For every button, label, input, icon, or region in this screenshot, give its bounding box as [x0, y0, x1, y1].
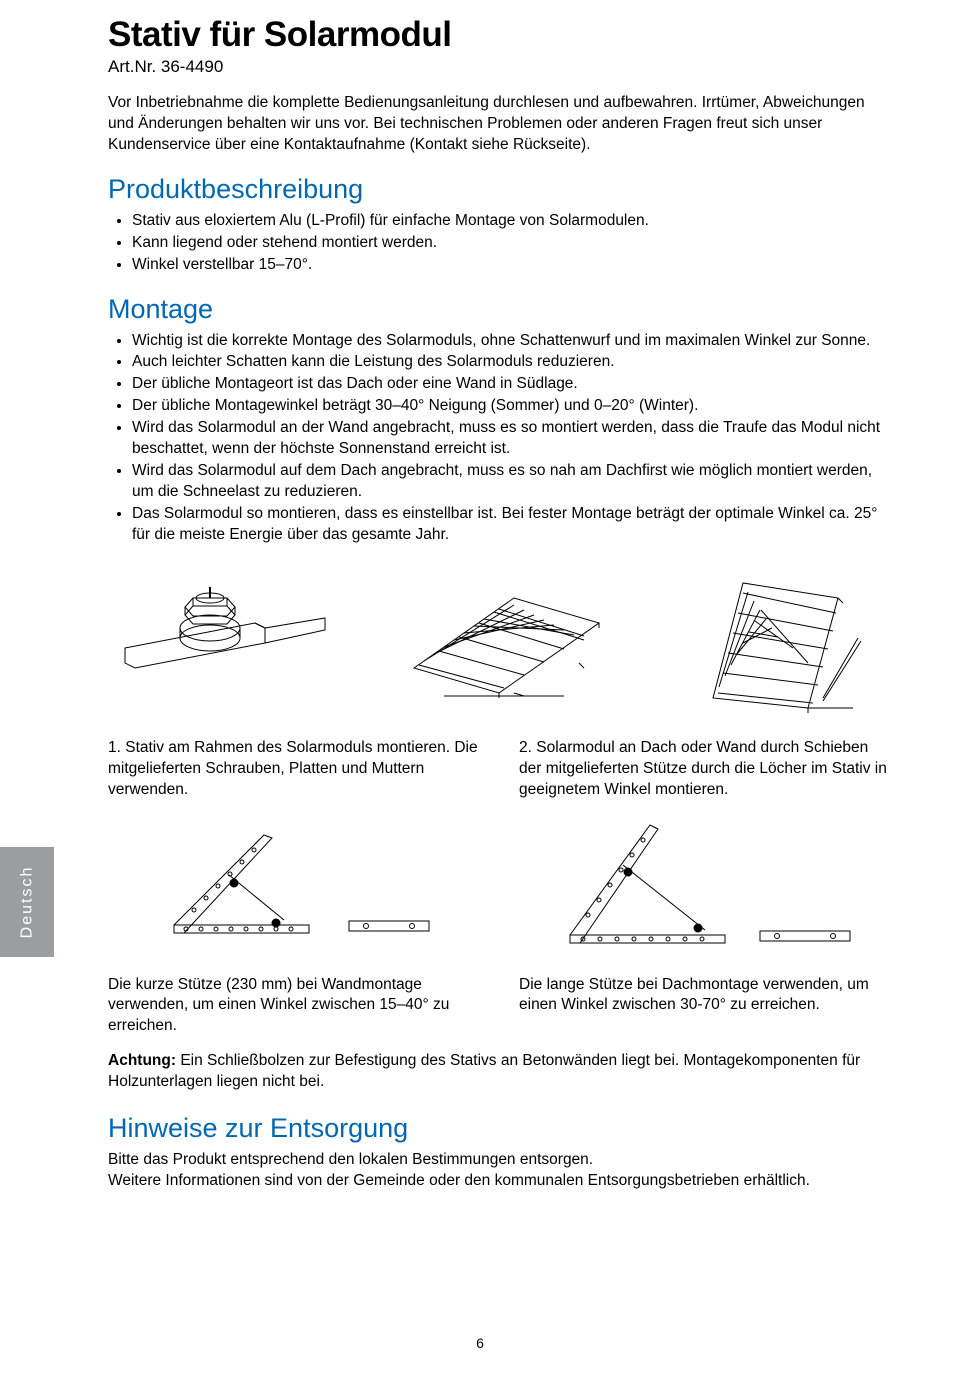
section-heading-disposal: Hinweise zur Entsorgung	[108, 1113, 890, 1144]
montage-list: Wichtig ist die korrekte Montage des Sol…	[108, 331, 890, 546]
figure-long-strut	[519, 815, 890, 955]
figure-bracket-bolt	[108, 568, 342, 718]
list-item: Wird das Solarmodul an der Wand angebrac…	[132, 418, 890, 460]
long-strut-text: Die lange Stütze bei Dachmontage verwend…	[519, 975, 890, 1038]
list-item: Auch leichter Schatten kann die Leistung…	[132, 352, 890, 373]
product-description-list: Stativ aus eloxiertem Alu (L-Profil) für…	[108, 211, 890, 276]
list-item: Wird das Solarmodul auf dem Dach angebra…	[132, 461, 890, 503]
figure-panel-high-angle	[656, 568, 890, 718]
article-number: Art.Nr. 36-4490	[108, 57, 890, 77]
section-heading-product: Produktbeschreibung	[108, 174, 890, 205]
disposal-text: Bitte das Produkt entsprechend den lokal…	[108, 1150, 890, 1192]
language-label: Deutsch	[18, 866, 36, 939]
section-heading-montage: Montage	[108, 294, 890, 325]
list-item: Stativ aus eloxiertem Alu (L-Profil) für…	[132, 211, 890, 232]
warning-label: Achtung:	[108, 1052, 176, 1069]
list-item: Das Solarmodul so montieren, dass es ein…	[132, 504, 890, 546]
warning-body: Ein Schließbolzen zur Befestigung des St…	[108, 1052, 860, 1090]
warning-text: Achtung: Ein Schließbolzen zur Befestigu…	[108, 1051, 890, 1093]
step-text-1: 1. Stativ am Rahmen des Solarmoduls mont…	[108, 738, 479, 801]
list-item: Wichtig ist die korrekte Montage des Sol…	[132, 331, 890, 352]
intro-text: Vor Inbetriebnahme die komplette Bedienu…	[108, 93, 890, 156]
step-text-2: 2. Solarmodul an Dach oder Wand durch Sc…	[519, 738, 890, 801]
short-strut-text: Die kurze Stütze (230 mm) bei Wandmontag…	[108, 975, 479, 1038]
list-item: Winkel verstellbar 15–70°.	[132, 255, 890, 276]
language-tab: Deutsch	[0, 847, 54, 957]
figure-short-strut	[108, 815, 479, 955]
list-item: Der übliche Montagewinkel beträgt 30–40°…	[132, 396, 890, 417]
figure-panel-low-angle	[382, 568, 616, 718]
list-item: Kann liegend oder stehend montiert werde…	[132, 233, 890, 254]
list-item: Der übliche Montageort ist das Dach oder…	[132, 374, 890, 395]
page-number: 6	[0, 1335, 960, 1351]
page-title: Stativ für Solarmodul	[108, 15, 890, 55]
